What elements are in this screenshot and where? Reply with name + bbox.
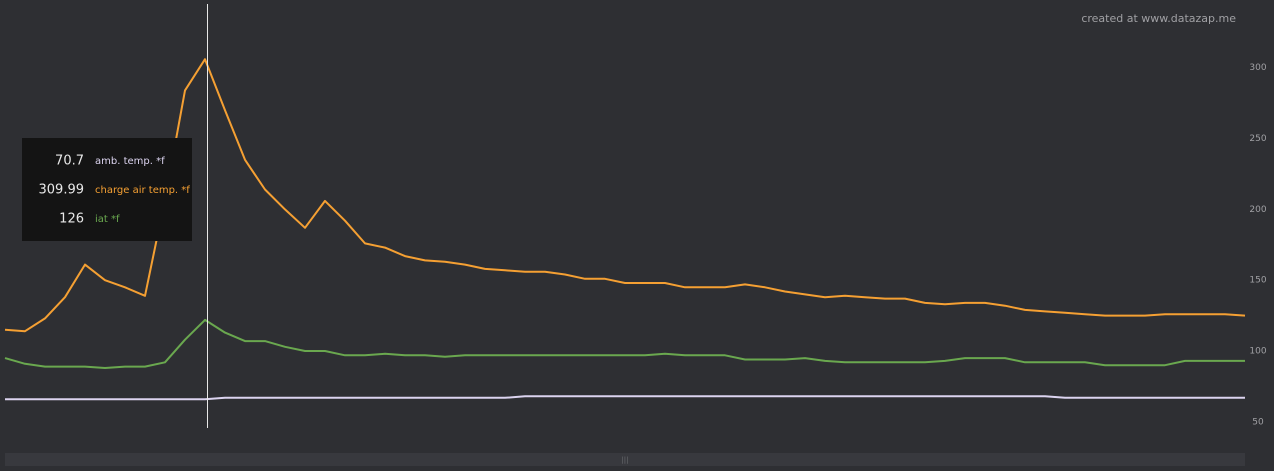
scroll-handle[interactable]: ||| bbox=[621, 456, 628, 464]
y-tick-label: 150 bbox=[1249, 276, 1266, 286]
tooltip-box bbox=[22, 138, 192, 241]
series-line bbox=[4, 318, 1245, 369]
tooltip-value: 126 bbox=[59, 212, 84, 227]
watermark: created at www.datazap.me bbox=[1081, 12, 1236, 25]
series-line bbox=[4, 58, 1246, 333]
tooltip-value: 309.99 bbox=[39, 183, 85, 198]
y-tick-label: 50 bbox=[1252, 417, 1264, 427]
tooltip-series-name: amb. temp. *f bbox=[95, 156, 165, 167]
y-tick-label: 200 bbox=[1249, 205, 1266, 215]
tooltip: 70.7 amb. temp. *f 309.99 charge air temp. … bbox=[22, 138, 192, 241]
tooltip-value: 70.7 bbox=[55, 154, 84, 169]
y-tick-label: 250 bbox=[1249, 134, 1266, 144]
y-tick-label: 300 bbox=[1249, 63, 1266, 73]
series-line bbox=[5, 395, 1245, 401]
tooltip-series-name: iat *f bbox=[95, 214, 120, 225]
plot-area bbox=[4, 58, 1246, 401]
y-tick-label: 100 bbox=[1249, 347, 1266, 357]
tooltip-series-name: charge air temp. *f bbox=[95, 185, 190, 196]
scrollbar[interactable] bbox=[5, 453, 1245, 466]
